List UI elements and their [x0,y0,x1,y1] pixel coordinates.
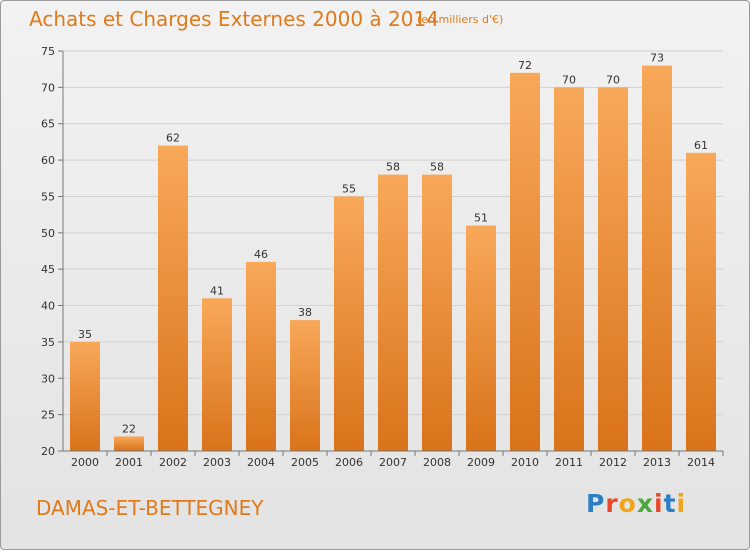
chart-subtitle: (en milliers d'€) [417,13,504,26]
y-tick-label: 40 [41,300,55,313]
value-label: 35 [78,328,92,341]
bar-2005 [290,320,320,451]
value-label: 61 [694,139,708,152]
value-label: 70 [606,73,620,86]
y-tick-label: 70 [41,81,55,94]
chart-title: Achats et Charges Externes 2000 à 2014 [29,7,439,31]
value-label: 38 [298,306,312,319]
value-label: 41 [210,284,224,297]
x-tick-label: 2006 [335,456,363,469]
x-tick-label: 2010 [511,456,539,469]
logo-letter: i [654,489,664,518]
x-tick-label: 2012 [599,456,627,469]
bar-2004 [246,261,276,451]
bar-2007 [378,174,408,452]
logo-letter: i [676,489,687,518]
value-label: 58 [430,161,444,174]
value-label: 70 [562,73,576,86]
value-label: 62 [166,132,180,145]
x-tick-label: 2014 [687,456,715,469]
bar-2006 [334,196,364,451]
value-label: 73 [650,52,664,65]
x-tick-label: 2004 [247,456,275,469]
value-label: 58 [386,161,400,174]
x-tick-label: 2001 [115,456,143,469]
bar-2009 [466,225,496,451]
bar-2014 [686,152,716,451]
logo-letter: P [586,489,606,518]
bar-2011 [554,87,584,451]
x-tick-label: 2008 [423,456,451,469]
x-tick-label: 2007 [379,456,407,469]
proxiti-logo[interactable]: Proxiti [586,489,686,518]
logo-letter: t [663,489,677,518]
y-tick-label: 60 [41,154,55,167]
bar-2012 [598,87,628,451]
value-label: 55 [342,182,356,195]
x-tick-label: 2005 [291,456,319,469]
y-tick-label: 45 [41,263,55,276]
bar-2010 [510,72,540,452]
bar-2003 [202,298,232,451]
bar-2013 [642,65,672,451]
x-tick-label: 2013 [643,456,671,469]
bar-2000 [70,341,100,451]
y-tick-label: 20 [41,445,55,458]
y-tick-label: 50 [41,227,55,240]
x-tick-label: 2009 [467,456,495,469]
x-tick-label: 2002 [159,456,187,469]
x-tick-label: 2000 [71,456,99,469]
y-tick-label: 35 [41,336,55,349]
y-tick-label: 75 [41,45,55,58]
commune-name: DAMAS-ET-BETTEGNEY [36,496,264,520]
value-label: 22 [122,422,136,435]
x-tick-label: 2011 [555,456,583,469]
value-label: 51 [474,212,488,225]
logo-letter: r [605,489,619,518]
bar-2001 [114,436,144,451]
value-label: 72 [518,59,532,72]
logo-letter: x [636,489,654,518]
y-tick-label: 65 [41,118,55,131]
y-tick-label: 55 [41,190,55,203]
logo-letter: o [618,489,637,518]
x-tick-label: 2003 [203,456,231,469]
y-tick-label: 25 [41,409,55,422]
y-tick-label: 30 [41,372,55,385]
bar-2002 [158,145,188,451]
value-label: 46 [254,248,268,261]
bar-2008 [422,174,452,452]
